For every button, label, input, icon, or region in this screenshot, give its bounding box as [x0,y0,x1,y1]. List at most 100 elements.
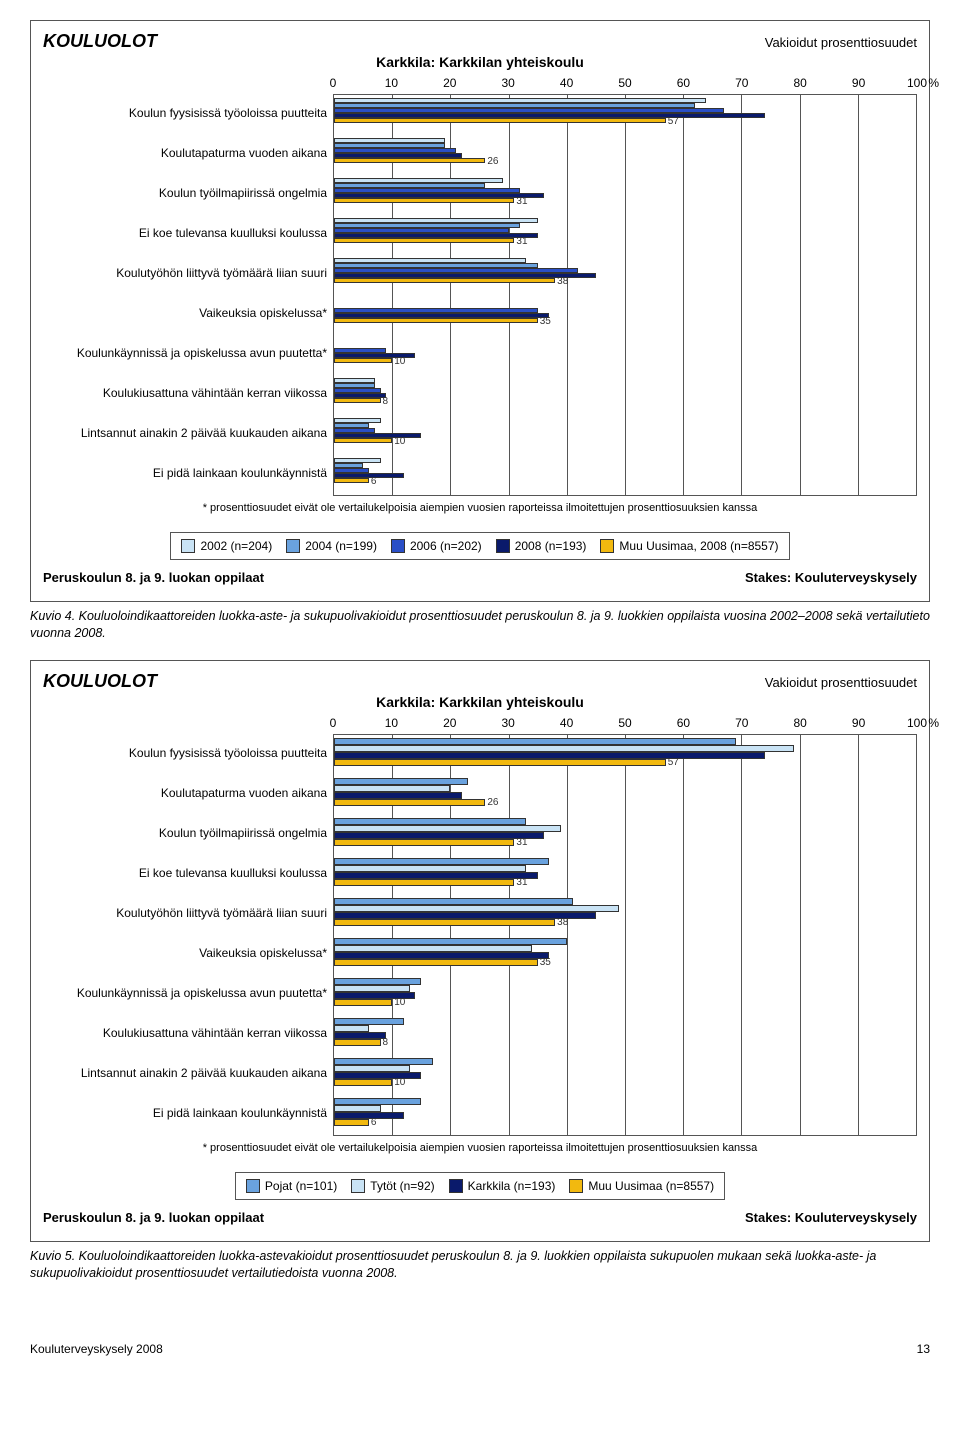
bar: 10 [334,358,392,363]
legend-item: Karkkila (n=193) [449,1179,556,1193]
legend: 2002 (n=204)2004 (n=199)2006 (n=202)2008… [170,532,789,560]
category-label: Koulukiusattuna vähintään kerran viikoss… [43,374,333,414]
legend-swatch [496,539,510,553]
legend-item: 2004 (n=199) [286,539,377,553]
axis-tick: 30 [502,716,515,730]
legend-swatch [286,539,300,553]
category-group: 10 [334,975,916,1015]
bar: 38 [334,919,555,926]
page-footer: Kouluterveyskysely 2008 13 [30,1342,930,1356]
legend-swatch [569,1179,583,1193]
legend-label: Karkkila (n=193) [468,1179,556,1193]
category-group: 57 [334,95,916,135]
chart-right-note: Vakioidut prosenttiosuudet [765,675,917,690]
figure-caption: Kuvio 5. Kouluoloindikaattoreiden luokka… [30,1248,930,1282]
bar [334,1072,421,1079]
bar-value-label: 8 [380,1037,389,1048]
bar-value-label: 26 [484,797,498,808]
axis-tick: 100 [907,716,927,730]
bar: 35 [334,959,538,966]
category-label: Vaikeuksia opiskelussa* [43,934,333,974]
chart-subtitle: Karkkila: Karkkilan yhteiskoulu [43,54,917,70]
legend-swatch [351,1179,365,1193]
bar: 31 [334,839,514,846]
bar-value-label: 26 [484,156,498,167]
axis-tick: 10 [385,76,398,90]
axis-tick: 20 [443,76,456,90]
category-label: Koulutyöhön liittyvä työmäärä liian suur… [43,254,333,294]
bar-value-label: 31 [513,196,527,207]
bar: 35 [334,318,538,323]
category-group: 26 [334,135,916,175]
axis-tick: 40 [560,76,573,90]
bar: 10 [334,438,392,443]
percent-symbol: % [928,716,939,730]
legend-item: 2008 (n=193) [496,539,587,553]
category-label: Koulukiusattuna vähintään kerran viikoss… [43,1014,333,1054]
chart-footnote: * prosenttiosuudet eivät ole vertailukel… [43,1142,917,1154]
axis-tick: 0 [330,76,337,90]
category-group: 31 [334,175,916,215]
category-label: Koulun fyysisissä työoloissa puutteita [43,734,333,774]
category-label: Lintsannut ainakin 2 päivää kuukauden ai… [43,414,333,454]
bar [334,752,765,759]
legend-item: Tytöt (n=92) [351,1179,434,1193]
bar [334,985,410,992]
category-label: Ei pidä lainkaan koulunkäynnistä [43,454,333,494]
bar [334,1105,381,1112]
footer-left: Kouluterveyskysely 2008 [30,1342,163,1356]
axis-tick: 30 [502,76,515,90]
bar-value-label: 31 [513,837,527,848]
legend-label: 2002 (n=204) [200,539,272,553]
legend-item: 2002 (n=204) [181,539,272,553]
category-group: 57 [334,735,916,775]
bar-value-label: 6 [368,476,377,487]
axis-tick: 70 [735,76,748,90]
bar-value-label: 57 [665,757,679,768]
bar [334,978,421,985]
bar [334,945,532,952]
bar [334,745,794,752]
legend-swatch [449,1179,463,1193]
legend-swatch [600,539,614,553]
legend-label: Tytöt (n=92) [370,1179,434,1193]
bar [334,792,462,799]
footer-page-number: 13 [917,1342,930,1356]
axis-tick: 80 [794,76,807,90]
bar: 38 [334,278,555,283]
bar [334,785,450,792]
below-left: Peruskoulun 8. ja 9. luokan oppilaat [43,1210,264,1225]
axis-tick: 40 [560,716,573,730]
bar-value-label: 10 [391,1077,405,1088]
legend-swatch [246,1179,260,1193]
legend-label: Muu Uusimaa (n=8557) [588,1179,714,1193]
category-group: 10 [334,335,916,375]
category-group: 6 [334,1095,916,1135]
chart-footnote: * prosenttiosuudet eivät ole vertailukel… [43,502,917,514]
bar [334,1098,421,1105]
category-label: Ei koe tulevansa kuulluksi koulussa [43,214,333,254]
bar: 31 [334,879,514,886]
bar-value-label: 31 [513,877,527,888]
bar: 26 [334,158,485,163]
category-label: Koulunkäynnissä ja opiskelussa avun puut… [43,334,333,374]
category-label: Ei koe tulevansa kuulluksi koulussa [43,854,333,894]
bar [334,1025,369,1032]
legend-item: Pojat (n=101) [246,1179,337,1193]
legend-swatch [181,539,195,553]
axis-tick: 100 [907,76,927,90]
bar [334,898,573,905]
chart-subtitle: Karkkila: Karkkilan yhteiskoulu [43,694,917,710]
bar-value-label: 35 [537,316,551,327]
axis-tick: 50 [618,76,631,90]
category-group: 35 [334,295,916,335]
category-group: 31 [334,815,916,855]
below-left: Peruskoulun 8. ja 9. luokan oppilaat [43,570,264,585]
chart-title: KOULUOLOT [43,671,157,692]
chart-block: KOULUOLOT Vakioidut prosenttiosuudet Karkk… [30,660,930,1242]
bar-value-label: 57 [665,116,679,127]
category-group: 35 [334,935,916,975]
bar [334,1032,386,1039]
category-group: 10 [334,1055,916,1095]
axis-tick: 80 [794,716,807,730]
